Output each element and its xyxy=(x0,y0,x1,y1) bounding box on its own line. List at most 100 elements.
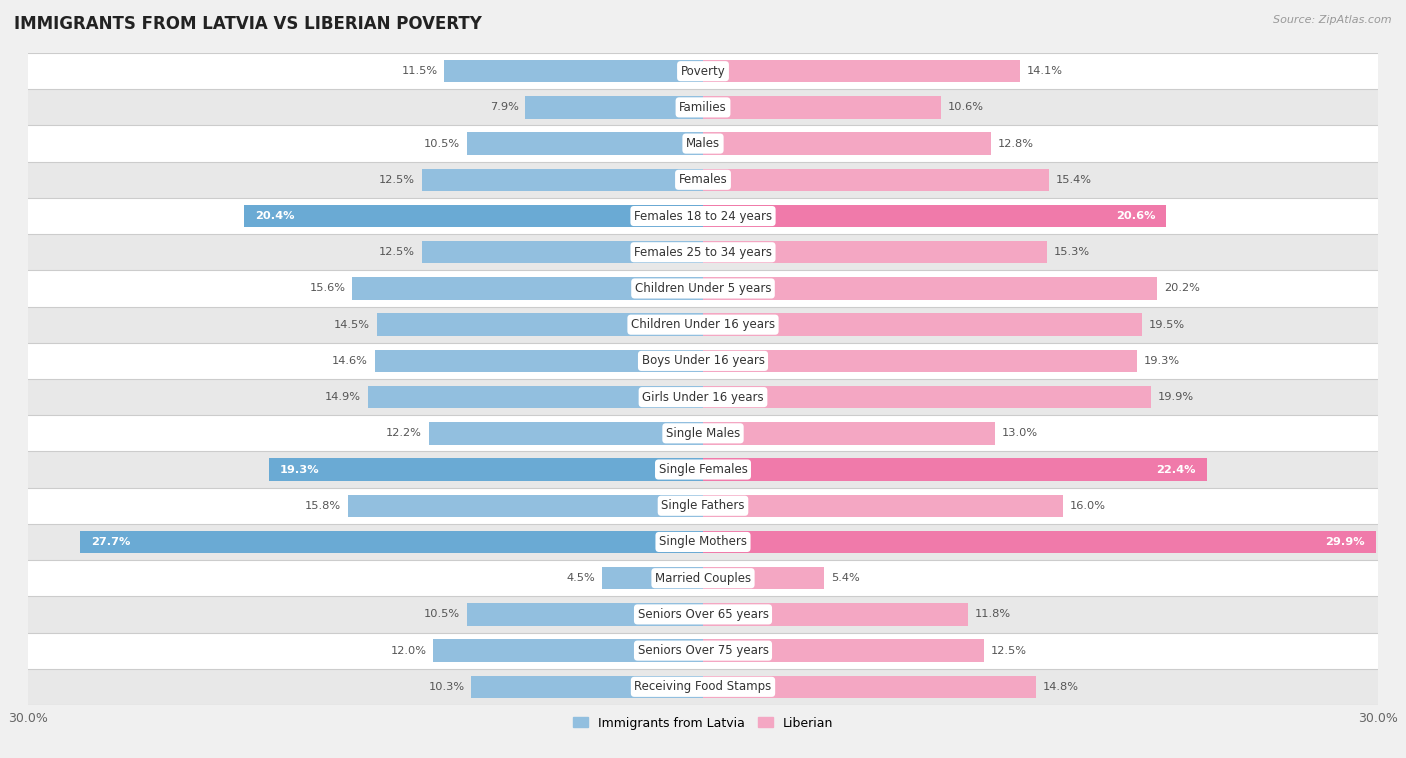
Bar xyxy=(245,205,703,227)
Text: 22.4%: 22.4% xyxy=(1156,465,1195,475)
Bar xyxy=(422,168,703,191)
Text: 14.5%: 14.5% xyxy=(335,320,370,330)
Text: 15.4%: 15.4% xyxy=(1056,175,1092,185)
Text: 19.9%: 19.9% xyxy=(1157,392,1194,402)
Bar xyxy=(703,133,991,155)
Bar xyxy=(703,640,984,662)
Bar xyxy=(703,241,1047,264)
Bar xyxy=(703,531,1375,553)
Bar xyxy=(28,415,1378,452)
Text: 20.6%: 20.6% xyxy=(1116,211,1156,221)
Text: 20.4%: 20.4% xyxy=(256,211,295,221)
Text: 29.9%: 29.9% xyxy=(1324,537,1364,547)
Text: 27.7%: 27.7% xyxy=(91,537,131,547)
Text: 19.3%: 19.3% xyxy=(1144,356,1180,366)
Bar xyxy=(703,459,1206,481)
Bar xyxy=(28,452,1378,487)
Text: Females: Females xyxy=(679,174,727,186)
Bar xyxy=(467,603,703,625)
Text: Females 25 to 34 years: Females 25 to 34 years xyxy=(634,246,772,258)
Text: 19.5%: 19.5% xyxy=(1149,320,1184,330)
Text: Girls Under 16 years: Girls Under 16 years xyxy=(643,390,763,403)
Bar xyxy=(80,531,703,553)
Text: 15.3%: 15.3% xyxy=(1054,247,1090,257)
Text: 10.5%: 10.5% xyxy=(425,139,460,149)
Bar xyxy=(28,126,1378,161)
Bar xyxy=(28,560,1378,597)
Bar xyxy=(467,133,703,155)
Text: Seniors Over 65 years: Seniors Over 65 years xyxy=(637,608,769,621)
Text: Source: ZipAtlas.com: Source: ZipAtlas.com xyxy=(1274,15,1392,25)
Bar xyxy=(28,524,1378,560)
Text: Single Mothers: Single Mothers xyxy=(659,535,747,549)
Text: Seniors Over 75 years: Seniors Over 75 years xyxy=(637,644,769,657)
Bar xyxy=(703,386,1150,409)
Bar xyxy=(368,386,703,409)
Bar xyxy=(703,603,969,625)
Legend: Immigrants from Latvia, Liberian: Immigrants from Latvia, Liberian xyxy=(568,712,838,735)
Text: 12.0%: 12.0% xyxy=(391,646,426,656)
Text: 11.8%: 11.8% xyxy=(976,609,1011,619)
Text: IMMIGRANTS FROM LATVIA VS LIBERIAN POVERTY: IMMIGRANTS FROM LATVIA VS LIBERIAN POVER… xyxy=(14,15,482,33)
Bar xyxy=(28,379,1378,415)
Text: Married Couples: Married Couples xyxy=(655,572,751,584)
Text: 20.2%: 20.2% xyxy=(1164,283,1201,293)
Bar xyxy=(703,567,824,590)
Text: 7.9%: 7.9% xyxy=(489,102,519,112)
Bar xyxy=(703,205,1167,227)
Text: 14.9%: 14.9% xyxy=(325,392,361,402)
Text: 12.5%: 12.5% xyxy=(991,646,1026,656)
Bar xyxy=(703,349,1137,372)
Text: 14.1%: 14.1% xyxy=(1026,66,1063,76)
Bar xyxy=(28,343,1378,379)
Text: 10.6%: 10.6% xyxy=(948,102,984,112)
Bar xyxy=(526,96,703,118)
Text: 12.8%: 12.8% xyxy=(998,139,1033,149)
Bar xyxy=(471,675,703,698)
Text: Receiving Food Stamps: Receiving Food Stamps xyxy=(634,681,772,694)
Bar xyxy=(703,494,1063,517)
Text: Single Fathers: Single Fathers xyxy=(661,500,745,512)
Text: Single Males: Single Males xyxy=(666,427,740,440)
Text: Females 18 to 24 years: Females 18 to 24 years xyxy=(634,209,772,223)
Bar xyxy=(444,60,703,83)
Bar xyxy=(703,277,1157,299)
Bar xyxy=(28,53,1378,89)
Text: 16.0%: 16.0% xyxy=(1070,501,1105,511)
Text: 12.5%: 12.5% xyxy=(380,247,415,257)
Bar xyxy=(703,60,1021,83)
Text: 5.4%: 5.4% xyxy=(831,573,860,583)
Bar xyxy=(28,487,1378,524)
Bar xyxy=(422,241,703,264)
Bar xyxy=(429,422,703,444)
Bar xyxy=(377,314,703,336)
Bar xyxy=(28,271,1378,306)
Bar xyxy=(28,306,1378,343)
Bar xyxy=(703,675,1036,698)
Bar xyxy=(28,234,1378,271)
Text: Children Under 16 years: Children Under 16 years xyxy=(631,318,775,331)
Text: 10.5%: 10.5% xyxy=(425,609,460,619)
Text: 11.5%: 11.5% xyxy=(402,66,437,76)
Text: 14.6%: 14.6% xyxy=(332,356,368,366)
Text: Single Females: Single Females xyxy=(658,463,748,476)
Bar xyxy=(269,459,703,481)
Bar xyxy=(28,669,1378,705)
Text: 10.3%: 10.3% xyxy=(429,682,464,692)
Bar xyxy=(703,168,1049,191)
Bar xyxy=(703,96,942,118)
Text: 4.5%: 4.5% xyxy=(567,573,595,583)
Bar xyxy=(347,494,703,517)
Text: Children Under 5 years: Children Under 5 years xyxy=(634,282,772,295)
Bar xyxy=(28,597,1378,632)
Text: Families: Families xyxy=(679,101,727,114)
Text: 12.2%: 12.2% xyxy=(385,428,422,438)
Bar xyxy=(602,567,703,590)
Bar xyxy=(352,277,703,299)
Text: Males: Males xyxy=(686,137,720,150)
Bar xyxy=(374,349,703,372)
Text: Boys Under 16 years: Boys Under 16 years xyxy=(641,355,765,368)
Text: 13.0%: 13.0% xyxy=(1002,428,1038,438)
Bar xyxy=(703,422,995,444)
Bar xyxy=(28,198,1378,234)
